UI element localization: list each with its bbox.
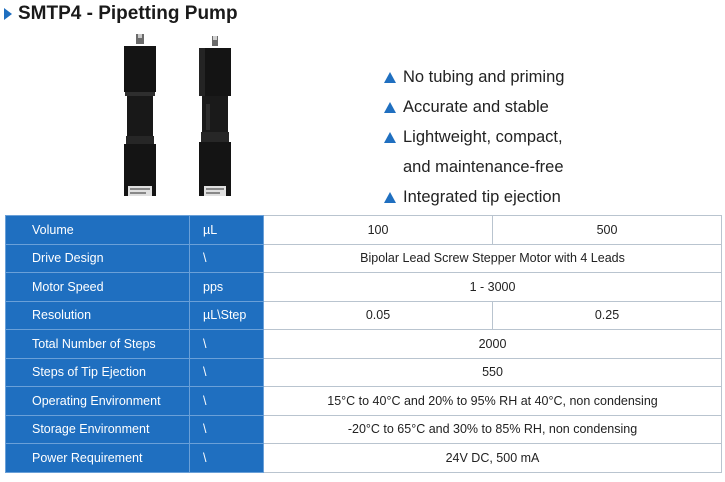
product-image-angled bbox=[199, 36, 231, 196]
row-value: Bipolar Lead Screw Stepper Motor with 4 … bbox=[263, 243, 722, 273]
table-row: Resolution µL\Step 0.05 0.25 bbox=[5, 300, 722, 330]
table-row: Storage Environment \ -20°C to 65°C and … bbox=[5, 414, 722, 444]
feature-item: Lightweight, compact, bbox=[384, 122, 564, 152]
row-label: Total Number of Steps bbox=[5, 329, 190, 359]
triangle-bullet-icon bbox=[384, 131, 396, 143]
row-unit: µL bbox=[189, 215, 264, 245]
table-row: Power Requirement \ 24V DC, 500 mA bbox=[5, 443, 722, 473]
row-value: 500 bbox=[492, 215, 722, 245]
row-unit: \ bbox=[189, 329, 264, 359]
feature-item: Accurate and stable bbox=[384, 92, 564, 122]
table-row: Drive Design \ Bipolar Lead Screw Steppe… bbox=[5, 243, 722, 273]
title-triangle-icon bbox=[4, 8, 12, 20]
product-image-front bbox=[124, 34, 156, 196]
feature-text: Accurate and stable bbox=[403, 97, 549, 116]
row-label: Steps of Tip Ejection bbox=[5, 357, 190, 387]
feature-list: No tubing and priming Accurate and stabl… bbox=[384, 62, 564, 212]
table-row: Volume µL 100 500 bbox=[5, 215, 722, 245]
row-value: 15°C to 40°C and 20% to 95% RH at 40°C, … bbox=[263, 386, 722, 416]
row-label: Volume bbox=[5, 215, 190, 245]
row-value: 24V DC, 500 mA bbox=[263, 443, 722, 473]
table-row: Total Number of Steps \ 2000 bbox=[5, 329, 722, 359]
row-unit: pps bbox=[189, 272, 264, 302]
feature-text: No tubing and priming bbox=[403, 67, 565, 86]
spec-table: Volume µL 100 500 Drive Design \ Bipolar… bbox=[5, 215, 722, 473]
title-text: SMTP4 - Pipetting Pump bbox=[18, 3, 238, 24]
row-unit: \ bbox=[189, 443, 264, 473]
row-value: -20°C to 65°C and 30% to 85% RH, non con… bbox=[263, 414, 722, 444]
triangle-bullet-icon bbox=[384, 191, 396, 203]
row-label: Resolution bbox=[5, 300, 190, 330]
row-label: Storage Environment bbox=[5, 414, 190, 444]
feature-item: No tubing and priming bbox=[384, 62, 564, 92]
table-row: Steps of Tip Ejection \ 550 bbox=[5, 357, 722, 387]
row-value: 1 - 3000 bbox=[263, 272, 722, 302]
page-title: SMTP4 - Pipetting Pump bbox=[4, 3, 238, 25]
row-label: Power Requirement bbox=[5, 443, 190, 473]
feature-text: Integrated tip ejection bbox=[403, 187, 561, 206]
row-value: 0.25 bbox=[492, 300, 722, 330]
triangle-bullet-icon bbox=[384, 71, 396, 83]
row-label: Drive Design bbox=[5, 243, 190, 273]
table-row: Operating Environment \ 15°C to 40°C and… bbox=[5, 386, 722, 416]
row-label: Operating Environment bbox=[5, 386, 190, 416]
feature-text: Lightweight, compact, bbox=[403, 127, 563, 146]
feature-item-continued: and maintenance-free bbox=[384, 152, 564, 182]
row-value: 2000 bbox=[263, 329, 722, 359]
table-row: Motor Speed pps 1 - 3000 bbox=[5, 272, 722, 302]
row-unit: \ bbox=[189, 414, 264, 444]
row-label: Motor Speed bbox=[5, 272, 190, 302]
row-value: 0.05 bbox=[263, 300, 493, 330]
feature-item: Integrated tip ejection bbox=[384, 182, 564, 212]
feature-text: and maintenance-free bbox=[403, 157, 564, 176]
row-unit: \ bbox=[189, 386, 264, 416]
row-value: 100 bbox=[263, 215, 493, 245]
triangle-bullet-icon bbox=[384, 101, 396, 113]
row-value: 550 bbox=[263, 357, 722, 387]
row-unit: \ bbox=[189, 357, 264, 387]
row-unit: µL\Step bbox=[189, 300, 264, 330]
row-unit: \ bbox=[189, 243, 264, 273]
